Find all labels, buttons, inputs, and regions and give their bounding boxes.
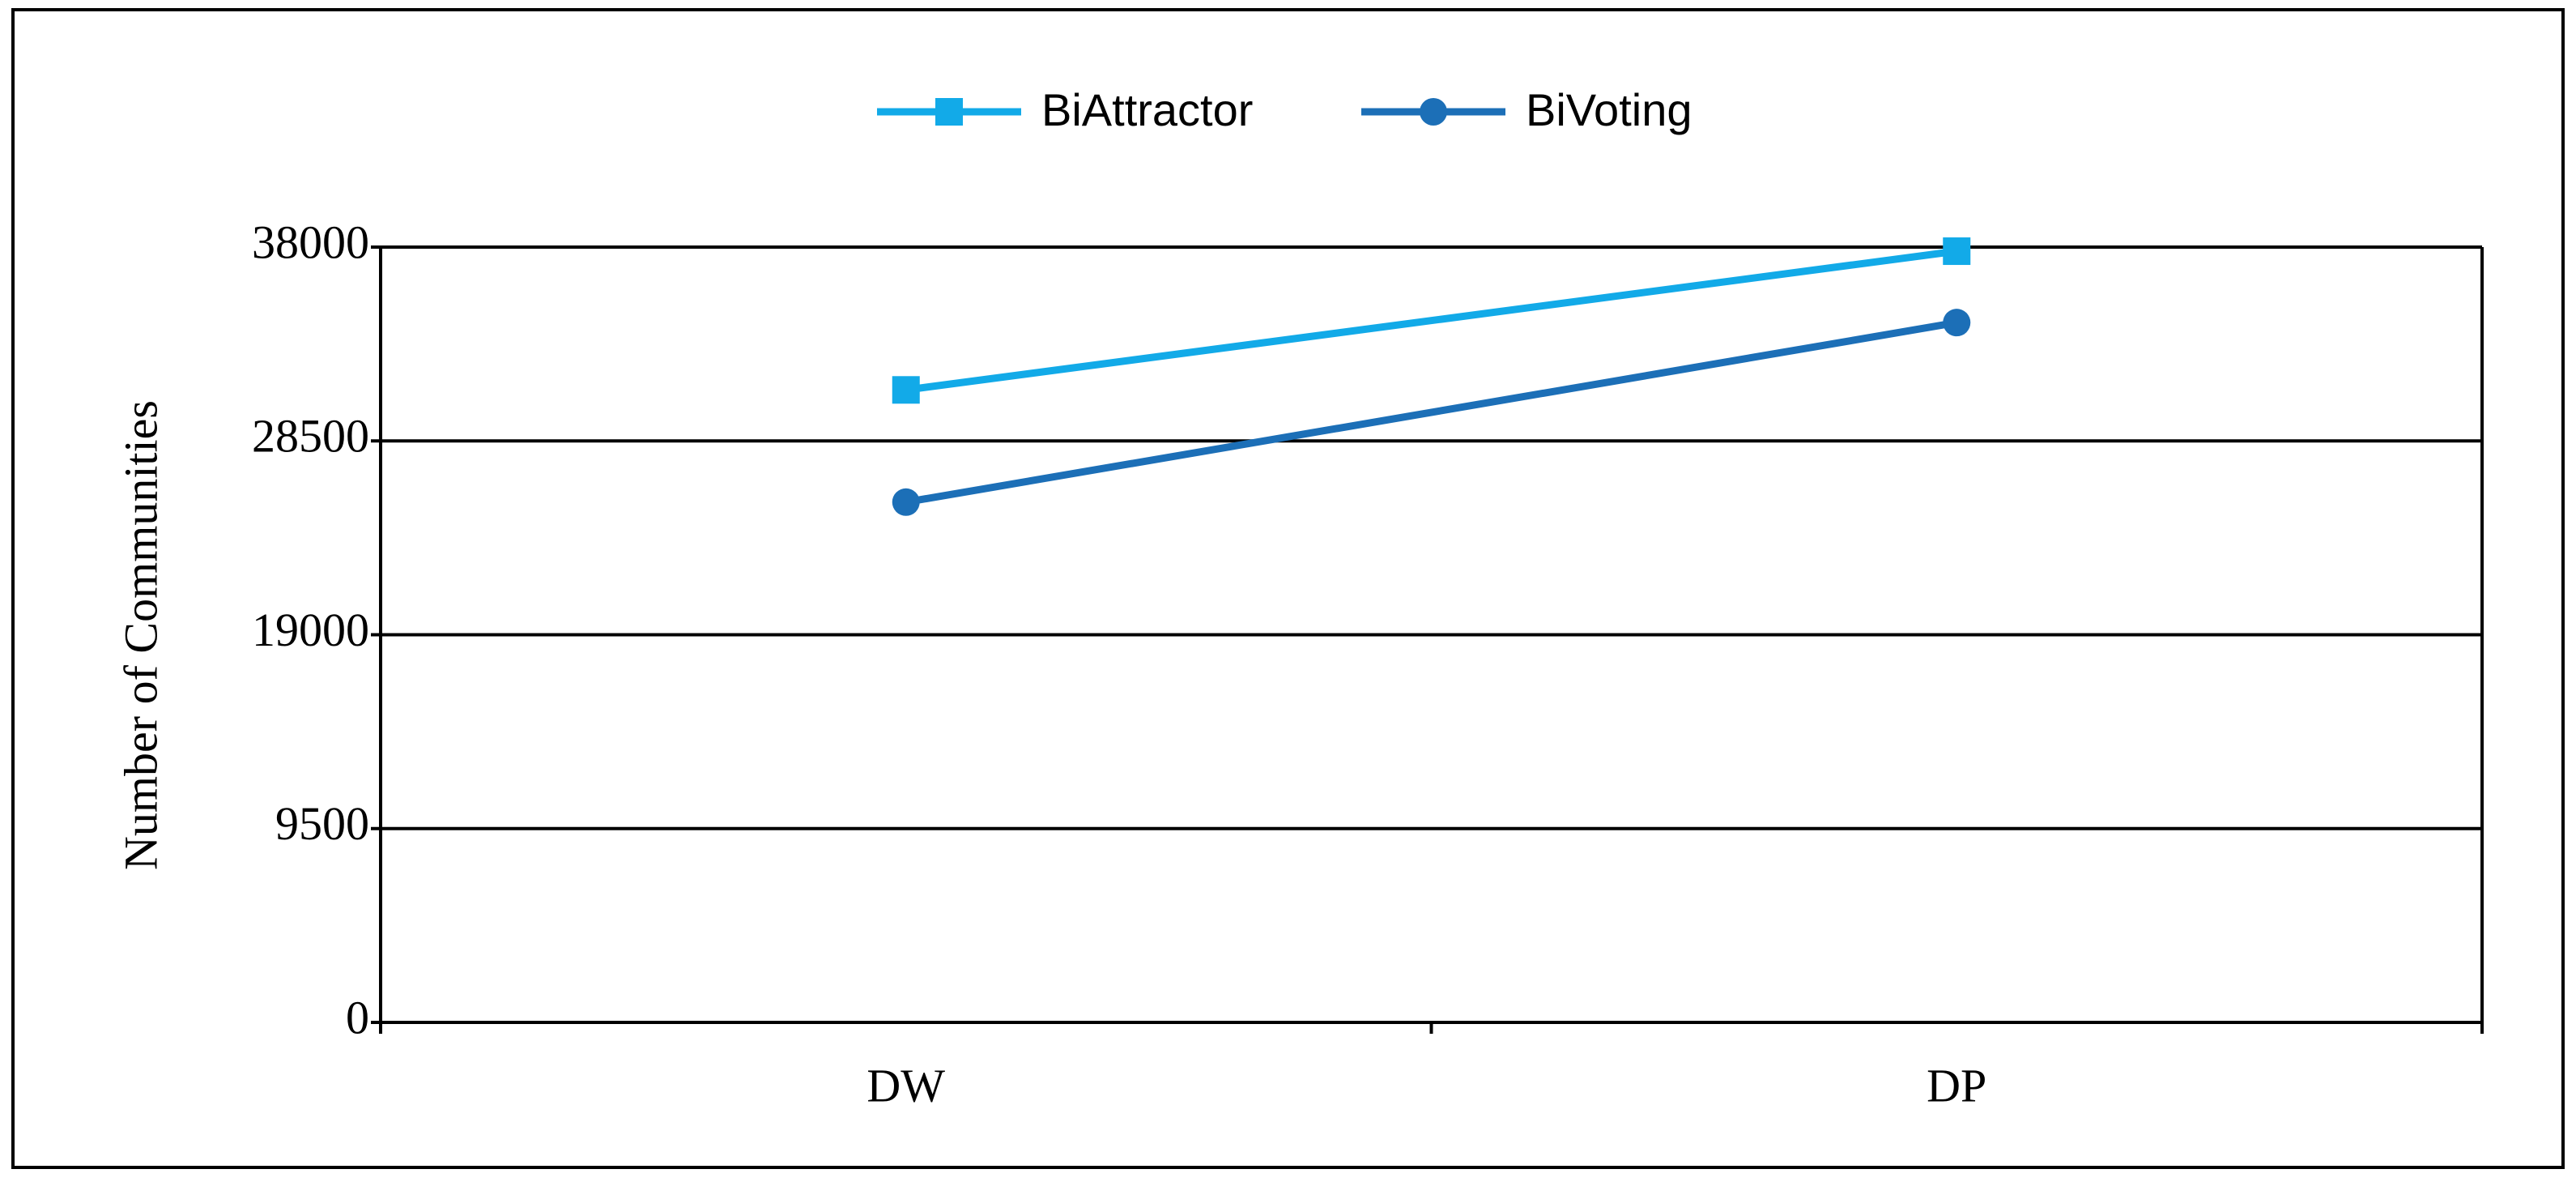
y-tick-label: 28500	[252, 410, 369, 463]
legend-label: BiAttractor	[1041, 84, 1253, 135]
marker	[892, 488, 920, 516]
legend-marker	[1420, 98, 1447, 126]
y-tick-label: 0	[346, 991, 369, 1043]
x-tick-label: DW	[866, 1059, 945, 1112]
y-axis-title: Number of Communities	[114, 400, 167, 870]
y-tick-label: 9500	[275, 797, 369, 850]
marker	[1943, 309, 1971, 337]
y-tick-label: 38000	[252, 215, 369, 268]
marker	[892, 376, 920, 404]
legend-label: BiVoting	[1526, 84, 1692, 135]
chart-border	[11, 8, 2565, 1169]
x-tick-label: DP	[1927, 1059, 1986, 1112]
y-tick-label: 19000	[252, 604, 369, 656]
marker	[1943, 237, 1971, 266]
legend-marker	[935, 98, 963, 126]
line	[905, 318, 1958, 506]
line	[905, 247, 1957, 394]
